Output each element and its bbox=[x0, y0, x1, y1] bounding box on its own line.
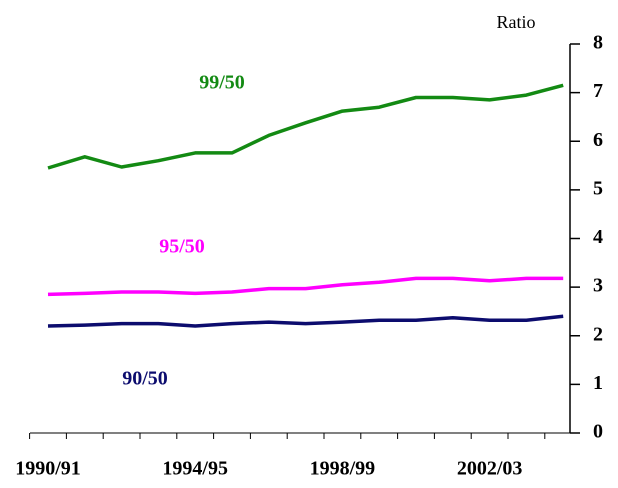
y-tick-label: 7 bbox=[593, 80, 603, 102]
series-label: 95/50 bbox=[159, 236, 205, 258]
line-series bbox=[47, 276, 564, 297]
line-series bbox=[47, 83, 564, 170]
y-tick-label: 8 bbox=[593, 32, 603, 54]
series-label: 90/50 bbox=[122, 368, 168, 390]
y-tick-label: 1 bbox=[593, 372, 603, 394]
y-tick-label: 2 bbox=[593, 323, 603, 345]
y-tick-label: 5 bbox=[593, 177, 603, 199]
y-tick-label: 4 bbox=[593, 226, 603, 248]
y-tick-label: 6 bbox=[593, 129, 603, 151]
x-tick-label: 2002/03 bbox=[457, 458, 523, 480]
y-axis-label: Ratio bbox=[497, 12, 536, 32]
series-label: 99/50 bbox=[199, 72, 245, 94]
x-tick-label: 1990/91 bbox=[15, 458, 81, 480]
line-series bbox=[47, 314, 564, 328]
y-tick-label: 3 bbox=[593, 275, 603, 297]
y-tick-label: 0 bbox=[593, 421, 603, 443]
x-tick-label: 1998/99 bbox=[310, 458, 376, 480]
x-tick-label: 1994/95 bbox=[162, 458, 228, 480]
